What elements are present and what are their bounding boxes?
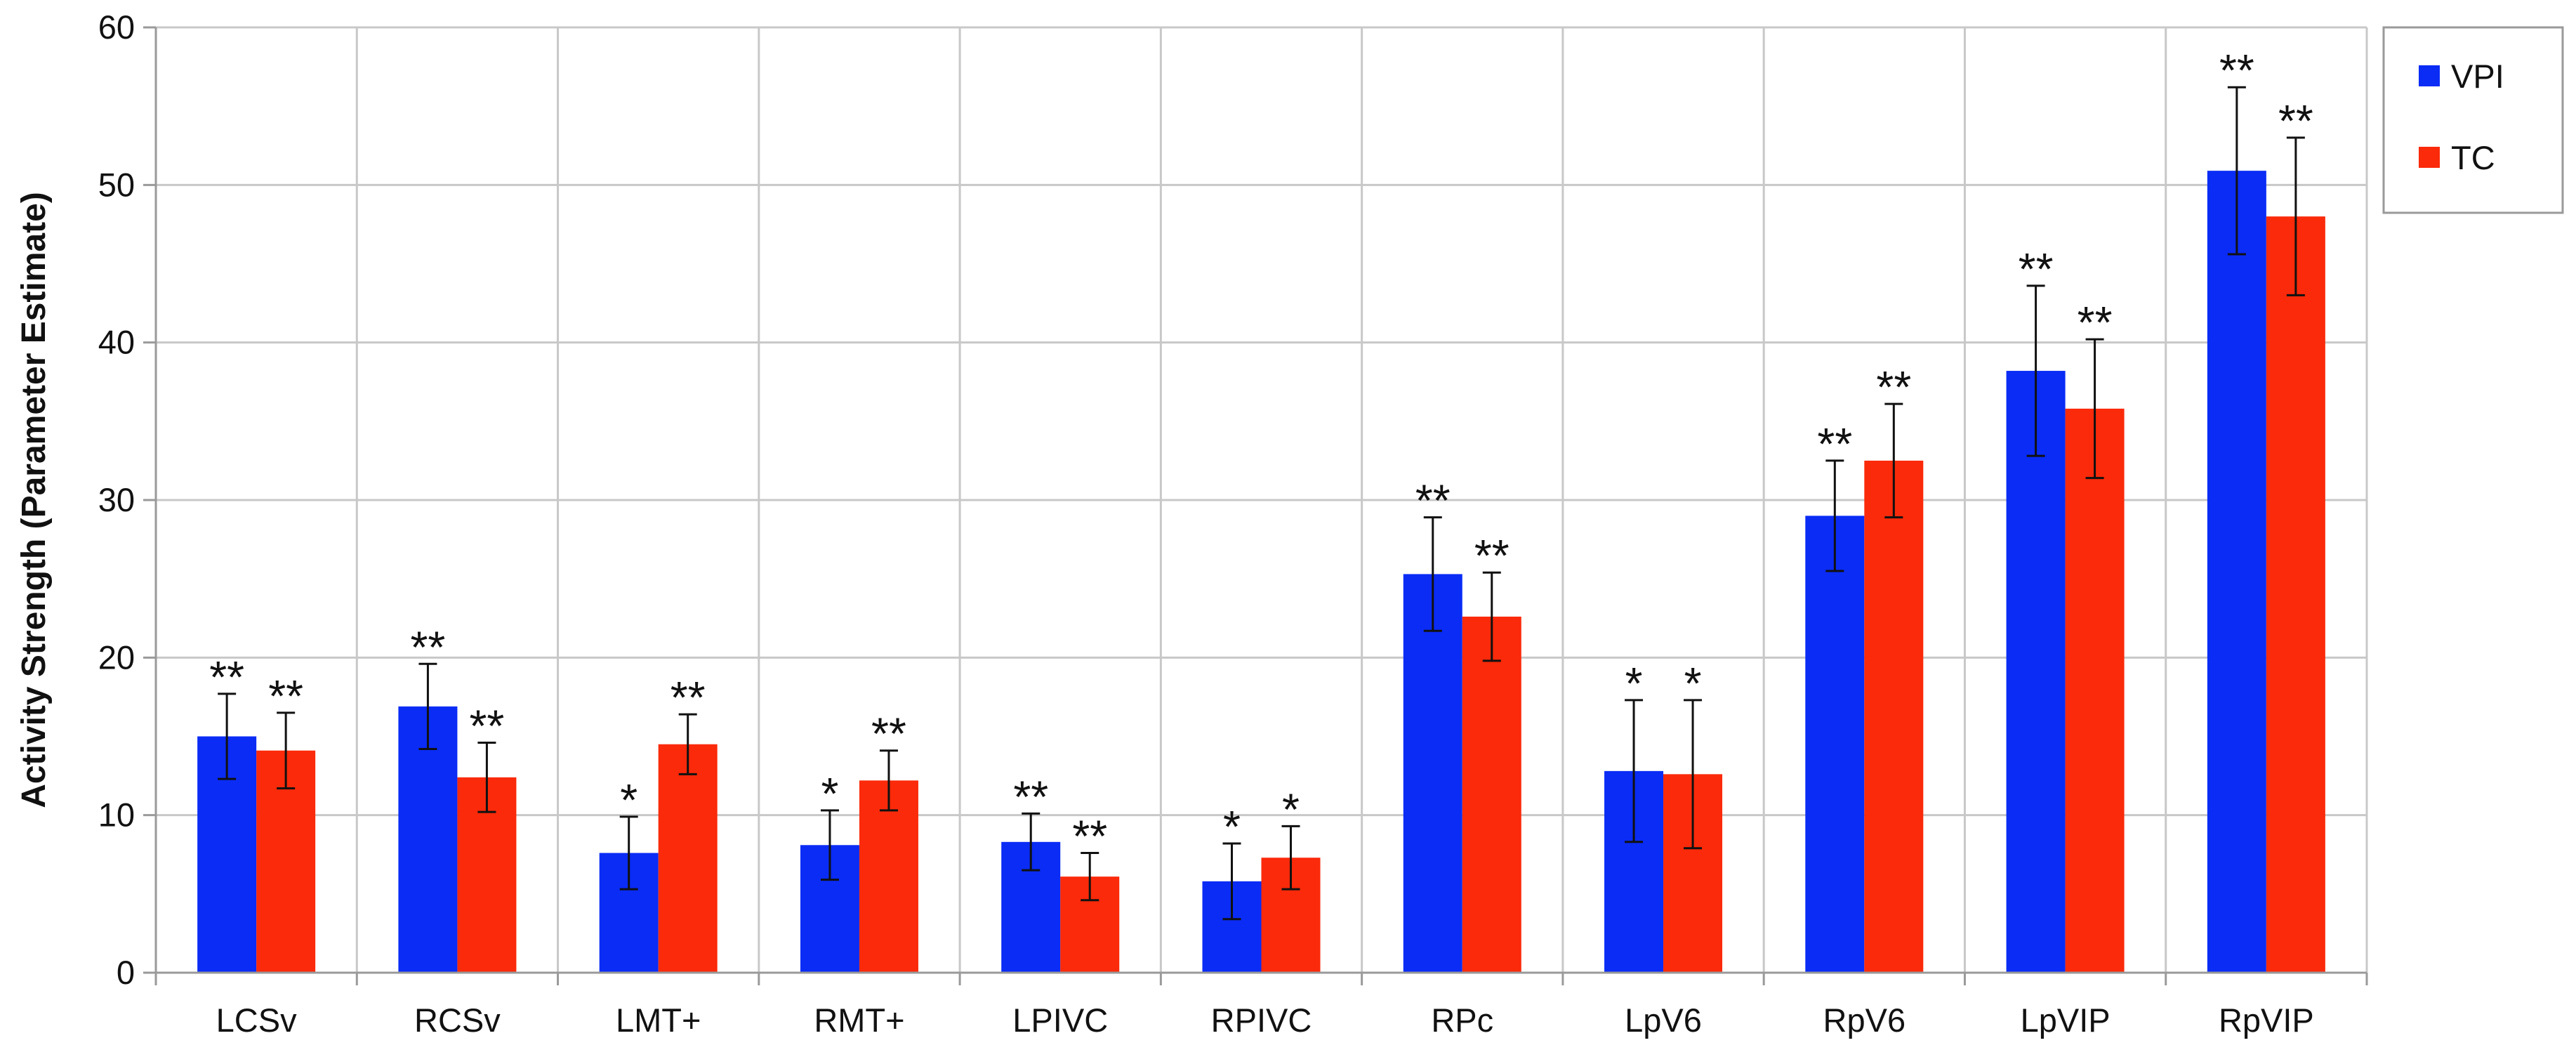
x-tick-label: RCSv bbox=[414, 1001, 501, 1039]
significance-marker: ** bbox=[1013, 771, 1048, 822]
legend-swatch-vpi bbox=[2419, 65, 2440, 86]
significance-marker: ** bbox=[2078, 297, 2113, 348]
grid-layer bbox=[154, 26, 2368, 973]
bar-tc-lmt+ bbox=[658, 744, 718, 973]
x-tick-label: RPc bbox=[1431, 1001, 1493, 1039]
y-tick-label: 10 bbox=[98, 796, 135, 834]
significance-marker: ** bbox=[268, 671, 303, 721]
bar-tc-rpc bbox=[1462, 617, 1521, 973]
labels-layer: ** **LCSv****RCSv***LMT+***RMT+****LPIVC*… bbox=[15, 45, 2314, 1039]
legend-swatch-tc bbox=[2419, 147, 2440, 168]
bar-tc-rpvip bbox=[2266, 216, 2325, 973]
legend: VPI TC bbox=[2382, 26, 2564, 214]
legend-label-tc: TC bbox=[2451, 139, 2495, 176]
y-axis-label: Activity Strength (Parameter Estimate) bbox=[15, 192, 53, 808]
y-tick-label: 40 bbox=[98, 324, 135, 361]
significance-marker: ** bbox=[411, 622, 446, 672]
significance-marker: ** bbox=[209, 652, 244, 702]
axis-layer: 0 10 20 30 40 50 60 bbox=[98, 8, 2368, 991]
y-tick-label: 30 bbox=[98, 481, 135, 518]
legend-box bbox=[2382, 26, 2564, 214]
x-tick-label: RpV6 bbox=[1823, 1001, 1906, 1039]
significance-marker: * bbox=[1223, 801, 1241, 852]
bar-vpi-lpvip bbox=[2006, 371, 2066, 973]
significance-marker: ** bbox=[1474, 530, 1510, 581]
significance-marker: * bbox=[821, 768, 839, 819]
x-tick-label: LMT+ bbox=[616, 1001, 701, 1039]
bar-vpi-rpc bbox=[1403, 574, 1462, 973]
x-tick-label: RPIVC bbox=[1211, 1001, 1312, 1039]
significance-marker: * bbox=[1684, 658, 1702, 709]
y-tick-label: 20 bbox=[98, 638, 135, 676]
significance-marker: * bbox=[1625, 658, 1643, 709]
significance-marker: ** bbox=[2019, 244, 2054, 294]
bar-vpi-rpv6 bbox=[1805, 515, 1865, 973]
x-tick-label: LpVIP bbox=[2021, 1001, 2111, 1039]
y-tick-label: 0 bbox=[117, 954, 135, 991]
significance-marker: ** bbox=[871, 709, 906, 759]
significance-marker: * bbox=[620, 775, 638, 825]
significance-marker: ** bbox=[671, 672, 706, 723]
x-tick-label: LCSv bbox=[216, 1001, 297, 1039]
significance-marker: ** bbox=[470, 700, 505, 751]
significance-marker: ** bbox=[1876, 362, 1911, 412]
bar-tc-lpvip bbox=[2065, 408, 2125, 973]
y-tick-label: 60 bbox=[98, 8, 135, 46]
significance-marker: ** bbox=[2278, 96, 2313, 146]
significance-marker: ** bbox=[1817, 419, 1852, 469]
bar-tc-rpv6 bbox=[1864, 460, 1924, 973]
bars-layer bbox=[197, 86, 2325, 973]
significance-marker: ** bbox=[2219, 45, 2254, 96]
x-tick-label: RpVIP bbox=[2219, 1001, 2314, 1039]
x-tick-label: LpV6 bbox=[1625, 1001, 1702, 1039]
x-tick-label: LPIVC bbox=[1012, 1001, 1108, 1039]
significance-marker: ** bbox=[1415, 475, 1451, 526]
legend-label-vpi: VPI bbox=[2451, 58, 2504, 95]
bar-vpi-rpvip bbox=[2207, 171, 2266, 973]
bar-tc-rmt+ bbox=[859, 780, 918, 973]
x-tick-label: RMT+ bbox=[814, 1001, 904, 1039]
significance-marker: ** bbox=[1072, 811, 1107, 862]
bar-vpi-rcsv bbox=[398, 706, 458, 973]
significance-marker: * bbox=[1282, 784, 1300, 834]
y-tick-label: 50 bbox=[98, 166, 135, 203]
